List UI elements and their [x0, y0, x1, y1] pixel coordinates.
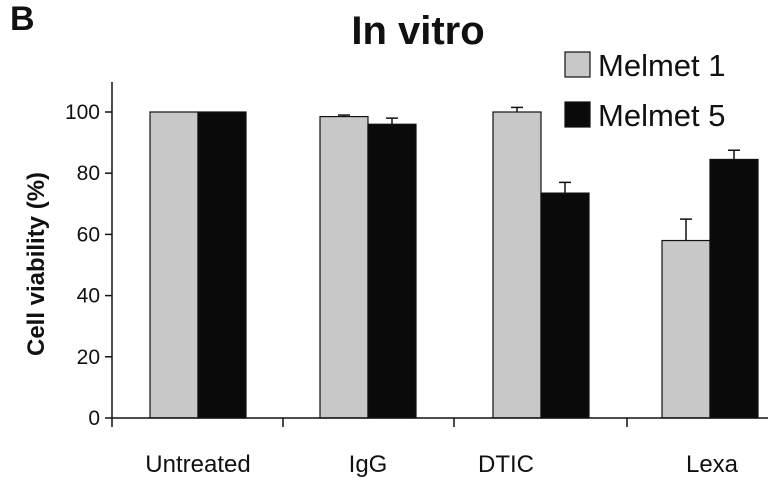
x-category-label: IgG [349, 451, 388, 478]
bar-melmet-1-untreated [149, 111, 199, 419]
bar-melmet-1-igg [319, 115, 369, 419]
x-category-label: DTIC [478, 451, 534, 478]
legend-label: Melmet 1 [598, 48, 725, 83]
x-category-label: Untreated [145, 451, 250, 478]
y-tick-label: 20 [77, 346, 100, 369]
panel-label: B [10, 0, 35, 38]
legend-swatch [564, 51, 591, 78]
bar-melmet-5-lexa [709, 158, 759, 419]
axes-group [111, 82, 768, 419]
bar-melmet-5-untreated [197, 111, 247, 419]
bars-group [149, 111, 759, 419]
y-tick-label: 60 [77, 223, 100, 246]
y-tick-label: 0 [88, 407, 100, 430]
legend: Melmet 1 Melmet 5 [564, 48, 725, 133]
y-tick-label: 80 [77, 162, 100, 185]
y-tick-label: 40 [77, 285, 100, 308]
chart-title: In vitro [351, 9, 484, 53]
legend-swatch [564, 101, 591, 128]
x-ticks-group [111, 418, 628, 427]
bar-melmet-1-dtic [492, 111, 542, 419]
error-bars-group [338, 106, 740, 241]
y-axis-label: Cell viability (%) [23, 172, 50, 356]
y-tick-label: 100 [65, 101, 100, 124]
bar-melmet-5-dtic [540, 192, 590, 419]
y-ticks-group: 0 20 40 60 80 100 [65, 101, 112, 430]
category-labels-group: Untreated IgG DTIC Lexa [145, 451, 738, 478]
x-category-label: Lexa [686, 451, 739, 478]
bar-melmet-5-igg [367, 123, 417, 419]
legend-label: Melmet 5 [598, 98, 725, 133]
bar-melmet-1-lexa [661, 239, 711, 419]
